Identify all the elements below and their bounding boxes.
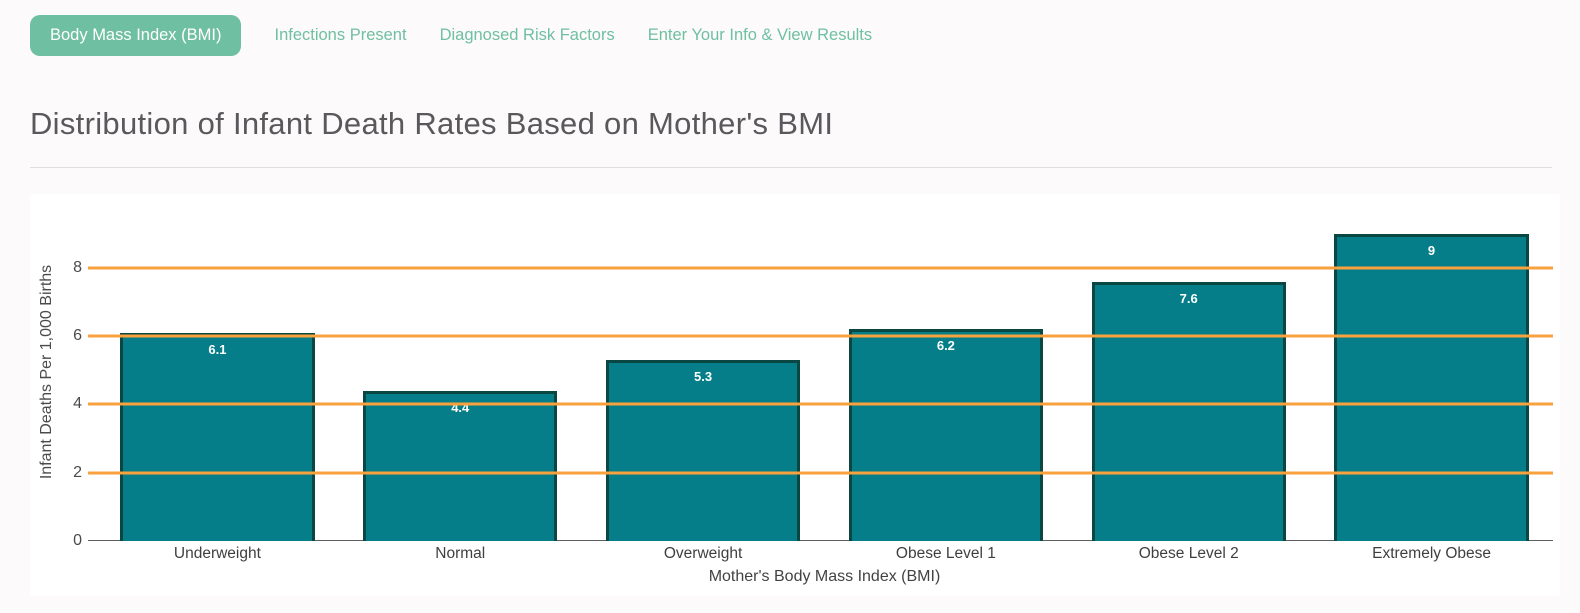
gridline-y-8 xyxy=(88,266,1553,270)
tab-body-mass-index-bmi[interactable]: Body Mass Index (BMI) xyxy=(30,15,242,56)
bar-slot-underweight: 6.1 xyxy=(96,203,339,541)
bar-extremely-obese[interactable]: 9 xyxy=(1334,233,1529,541)
bars-container: 6.1 4.4 5.3 6.2 7.6 9 xyxy=(96,203,1553,541)
y-tick-label-6: 6 xyxy=(73,327,82,345)
bar-underweight[interactable]: 6.1 xyxy=(120,332,315,541)
page-title: Distribution of Infant Death Rates Based… xyxy=(30,106,834,141)
divider xyxy=(30,167,1552,168)
gridline-y-6 xyxy=(88,334,1553,338)
y-tick-label-2: 2 xyxy=(73,463,82,481)
bar-slot-overweight: 5.3 xyxy=(582,203,825,541)
bar-value-label: 9 xyxy=(1427,242,1436,258)
x-tick-label-underweight: Underweight xyxy=(173,545,261,562)
bar-obese-level-2[interactable]: 7.6 xyxy=(1091,281,1286,541)
bar-slot-obese-level-2: 7.6 xyxy=(1067,203,1310,541)
x-tick-labels: Underweight Normal Overweight Obese Level 1… xyxy=(96,545,1553,563)
y-tick-label-4: 4 xyxy=(73,395,82,413)
bar-value-label: 5.3 xyxy=(694,369,713,385)
x-tick-label-overweight: Overweight xyxy=(663,545,743,562)
bar-slot-obese-level-1: 6.2 xyxy=(824,203,1067,541)
bar-normal[interactable]: 4.4 xyxy=(363,390,558,541)
x-tick-label-obese-level-2: Obese Level 2 xyxy=(1138,545,1239,562)
y-tick-label-8: 8 xyxy=(73,258,82,276)
bar-obese-level-1[interactable]: 6.2 xyxy=(848,329,1044,541)
tab-bar: Body Mass Index (BMI) Infections Present D… xyxy=(30,15,1580,56)
gridline-y-4 xyxy=(88,402,1553,406)
y-axis-title: Infant Deaths Per 1,000 Births xyxy=(38,264,55,480)
tab-infections-present[interactable]: Infections Present xyxy=(274,26,407,44)
x-axis-line xyxy=(88,539,1553,541)
gridline-y-2 xyxy=(88,471,1553,475)
bar-slot-normal: 4.4 xyxy=(339,203,582,541)
x-tick-label-normal: Normal xyxy=(435,545,486,562)
y-tick-label-0: 0 xyxy=(73,532,82,549)
x-axis-title: Mother's Body Mass Index (BMI) xyxy=(708,568,941,585)
bar-value-label: 6.2 xyxy=(936,338,955,354)
bar-value-label: 7.6 xyxy=(1179,290,1198,306)
x-tick-label-extremely-obese: Extremely Obese xyxy=(1372,545,1491,562)
chart-card: Infant Deaths Per 1,000 Births 6.1 4.4 5.3… xyxy=(30,194,1560,596)
plot-area: 6.1 4.4 5.3 6.2 7.6 9 0 2 4 6 8 xyxy=(73,203,1553,549)
x-tick-label-obese-level-1: Obese Level 1 xyxy=(895,545,996,562)
tab-diagnosed-risk-factors[interactable]: Diagnosed Risk Factors xyxy=(439,26,615,44)
bar-overweight[interactable]: 5.3 xyxy=(605,360,801,541)
bar-slot-extremely-obese: 9 xyxy=(1310,203,1553,541)
tab-enter-your-info-view-results[interactable]: Enter Your Info & View Results xyxy=(647,26,873,44)
bar-value-label: 6.1 xyxy=(208,341,227,357)
